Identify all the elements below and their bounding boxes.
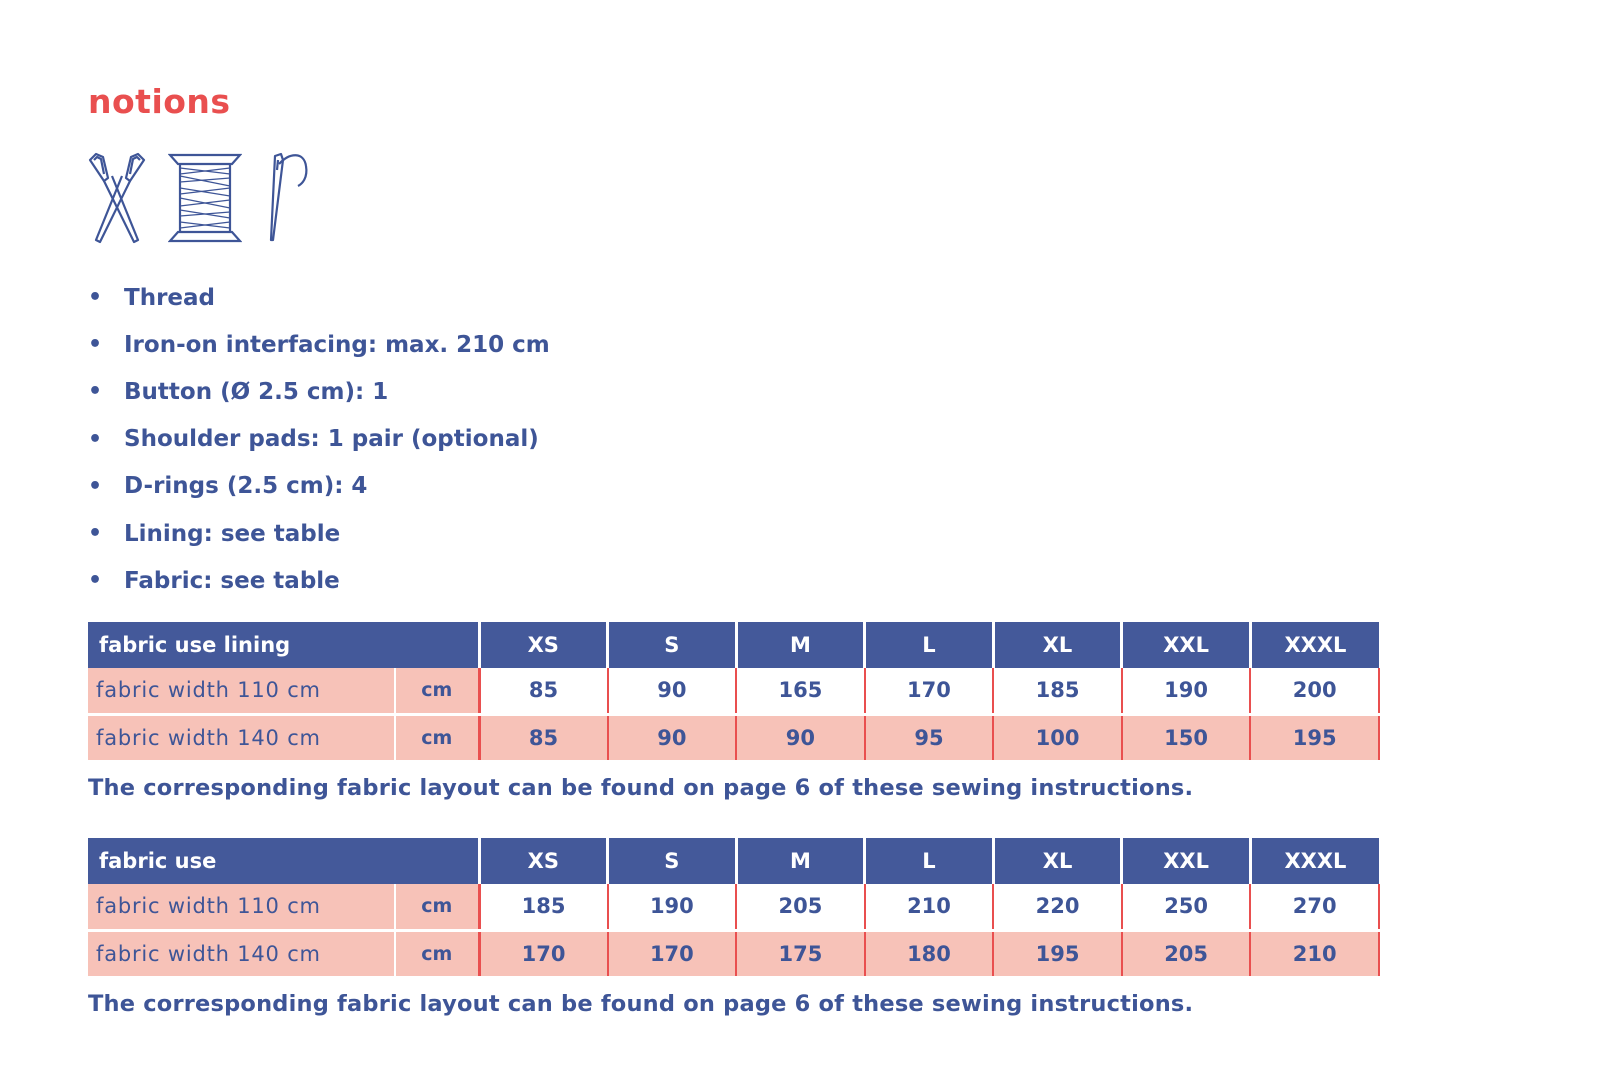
size-header: XL [993,838,1124,884]
size-header: M [736,838,867,884]
row-unit: cm [395,668,481,716]
table-cell: 220 [993,884,1123,932]
table-cell: 200 [1250,668,1380,716]
table-cell: 205 [1121,930,1252,976]
thread-spool-icon [168,152,242,244]
table-cell: 90 [736,714,866,760]
bullet: • [88,521,103,547]
table-cell: 205 [736,884,866,932]
row-unit: cm [395,930,481,976]
table-header-row: fabric use lining XS S M L XL XXL XXXL [88,622,1379,668]
table-cell: 210 [864,884,995,932]
size-header: S [607,838,738,884]
lining-fabric-table: fabric use lining XS S M L XL XXL XXXL f… [88,622,1380,760]
size-header: S [607,622,738,668]
size-header: XS [479,838,610,884]
table-row: fabric width 140 cm cm 85 90 90 95 100 1… [88,714,1380,760]
list-item: • D-rings (2.5 cm): 4 [88,463,550,510]
bullet: • [88,332,103,358]
table-row: fabric width 110 cm cm 185 190 205 210 2… [88,884,1380,932]
list-item: • Shoulder pads: 1 pair (optional) [88,416,550,463]
table-cell: 185 [993,668,1123,716]
table-cell: 165 [736,668,866,716]
table-cell: 190 [1121,668,1252,716]
list-item-text: Shoulder pads: 1 pair (optional) [124,426,539,453]
size-header: XS [479,622,610,668]
list-item: • Button (Ø 2.5 cm): 1 [88,368,550,415]
list-item-text: Thread [124,284,215,311]
row-label: fabric width 110 cm [88,884,396,932]
table-cell: 250 [1121,884,1252,932]
table-cell: 195 [1250,714,1380,760]
bullet: • [88,426,103,452]
table-cell: 100 [993,714,1123,760]
table-cell: 85 [479,668,609,716]
size-header: XXXL [1250,838,1379,884]
list-item: • Lining: see table [88,510,550,557]
notions-heading: notions [88,82,231,121]
notions-list: • Thread • Iron-on interfacing: max. 210 c… [88,274,550,604]
scissors-icon [86,152,148,244]
table-header-row: fabric use XS S M L XL XXL XXXL [88,838,1379,884]
list-item: • Thread [88,274,550,321]
table-cell: 195 [993,930,1123,976]
table-cell: 210 [1250,930,1380,976]
table-cell: 270 [1250,884,1380,932]
bullet: • [88,568,103,594]
row-label: fabric width 140 cm [88,714,396,760]
table-title: fabric use [88,838,481,884]
table-note: The corresponding fabric layout can be f… [88,991,1194,1017]
table-cell: 85 [479,714,609,760]
row-label: fabric width 110 cm [88,668,396,716]
table-cell: 175 [736,930,866,976]
row-unit: cm [395,884,481,932]
size-header: XXL [1121,838,1252,884]
table-cell: 170 [607,930,738,976]
list-item: • Fabric: see table [88,557,550,604]
fabric-use-table: fabric use XS S M L XL XXL XXXL fabric w… [88,838,1380,976]
list-item-text: Fabric: see table [124,567,340,594]
table-cell: 185 [479,884,609,932]
table-cell: 170 [864,668,995,716]
table-row: fabric width 110 cm cm 85 90 165 170 185… [88,668,1380,716]
table-cell: 90 [607,668,738,716]
needle-icon [262,152,310,244]
list-item-text: Button (Ø 2.5 cm): 1 [124,378,389,405]
table-cell: 180 [864,930,995,976]
table-cell: 150 [1121,714,1252,760]
table-cell: 95 [864,714,995,760]
notions-icons [86,152,310,244]
table-cell: 90 [607,714,738,760]
bullet: • [88,473,103,499]
size-header: L [864,838,995,884]
row-label: fabric width 140 cm [88,930,396,976]
bullet: • [88,285,103,311]
list-item-text: Iron-on interfacing: max. 210 cm [124,331,550,358]
row-unit: cm [395,714,481,760]
list-item: • Iron-on interfacing: max. 210 cm [88,321,550,368]
table-note: The corresponding fabric layout can be f… [88,775,1194,801]
list-item-text: D-rings (2.5 cm): 4 [124,473,368,500]
size-header: XXXL [1250,622,1379,668]
table-row: fabric width 140 cm cm 170 170 175 180 1… [88,930,1380,976]
bullet: • [88,379,103,405]
size-header: M [736,622,867,668]
size-header: XL [993,622,1124,668]
table-cell: 170 [479,930,609,976]
list-item-text: Lining: see table [124,520,341,547]
size-header: XXL [1121,622,1252,668]
table-cell: 190 [607,884,738,932]
table-title: fabric use lining [88,622,481,668]
size-header: L [864,622,995,668]
